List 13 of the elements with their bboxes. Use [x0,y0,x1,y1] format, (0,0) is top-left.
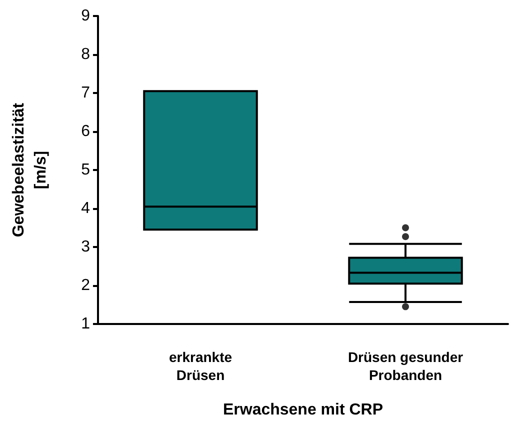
y-tick-label: 9 [81,8,90,24]
y-tick-label: 4 [81,200,90,217]
y-tick-label: 7 [81,84,90,102]
x-axis-title: Erwachsene mit CRP [222,402,384,418]
y-tick-label: 8 [81,46,90,63]
x-tick-label: Drüsen gesunder Probanden [348,349,464,383]
y-tick-label: 6 [81,123,90,140]
y-axis-title: Gewebeelastizität [m/s] [10,102,50,238]
y-tick-label: 2 [81,277,90,294]
y-tick-label: 5 [81,162,90,178]
y-tick-label: 3 [81,238,90,256]
x-tick-label: erkrankte Drüsen [168,349,232,383]
y-tick-label: 1 [81,316,90,332]
